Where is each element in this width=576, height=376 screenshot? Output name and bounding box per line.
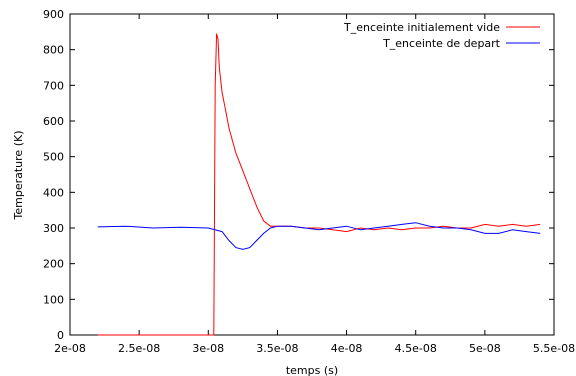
series-line-1: [97, 33, 541, 336]
x-tick-label: 4.5e-08: [395, 342, 437, 355]
x-tick-label: 5.5e-08: [533, 342, 575, 355]
y-tick-label: 800: [43, 44, 64, 57]
x-axis: 2e-08 2.5e-08 3e-08 3.5e-08 4e-08 4.5e-08 5e-0…: [54, 14, 575, 355]
x-tick-label: 4e-08: [331, 342, 363, 355]
y-tick-label: 600: [43, 115, 64, 128]
y-tick-label: 700: [43, 79, 64, 92]
x-tick-label: 2.5e-08: [118, 342, 160, 355]
y-tick-label: 0: [57, 329, 64, 342]
y-tick-label: 500: [43, 151, 64, 164]
y-tick-label: 200: [43, 258, 64, 271]
y-tick-label: 300: [43, 222, 64, 235]
x-tick-label: 3.5e-08: [256, 342, 298, 355]
y-tick-label: 100: [43, 293, 64, 306]
series-layer: [97, 33, 541, 336]
y-tick-label: 400: [43, 186, 64, 199]
series-line-2: [97, 222, 541, 250]
y-tick-label: 900: [43, 8, 64, 21]
x-tick-label: 5e-08: [469, 342, 501, 355]
legend: T_enceinte initialement vide T_enceinte d…: [343, 21, 540, 50]
y-axis: 0 100 200 300 400 500 600 700 800 900: [43, 8, 554, 342]
plot-frame: [69, 13, 555, 336]
legend-label-1: T_enceinte initialement vide: [343, 21, 500, 34]
x-tick-label: 2e-08: [54, 342, 86, 355]
x-tick-label: 3e-08: [192, 342, 224, 355]
legend-label-2: T_enceinte de depart: [382, 37, 501, 50]
x-axis-label: temps (s): [286, 364, 338, 376]
y-axis-label: Temperature (K): [12, 131, 25, 221]
